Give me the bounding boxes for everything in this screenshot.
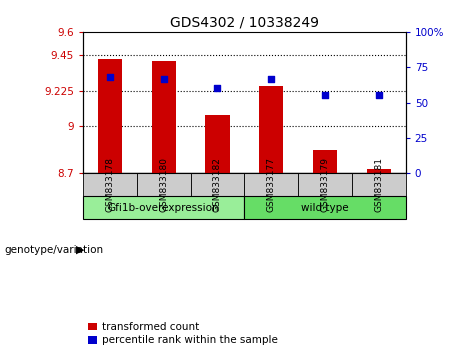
- Bar: [244, 196, 406, 219]
- Bar: [244, 173, 298, 196]
- Bar: [83, 196, 244, 219]
- Bar: [152, 61, 176, 173]
- Text: GSM833180: GSM833180: [159, 157, 168, 212]
- Point: [214, 86, 221, 91]
- Title: GDS4302 / 10338249: GDS4302 / 10338249: [170, 15, 319, 29]
- Bar: [98, 58, 122, 173]
- Text: GSM833178: GSM833178: [106, 157, 114, 212]
- Bar: [352, 173, 406, 196]
- Text: genotype/variation: genotype/variation: [5, 245, 104, 255]
- Point: [160, 76, 167, 81]
- Bar: [259, 86, 284, 173]
- Text: GSM833182: GSM833182: [213, 157, 222, 212]
- Text: GSM833181: GSM833181: [374, 157, 383, 212]
- Text: Gfi1b-overexpression: Gfi1b-overexpression: [108, 203, 219, 213]
- Bar: [190, 173, 244, 196]
- Point: [375, 93, 383, 98]
- Text: GSM833177: GSM833177: [267, 157, 276, 212]
- Point: [106, 74, 113, 80]
- Point: [321, 93, 329, 98]
- Bar: [313, 150, 337, 173]
- Text: ▶: ▶: [76, 245, 84, 255]
- Legend: transformed count, percentile rank within the sample: transformed count, percentile rank withi…: [88, 322, 278, 345]
- Bar: [298, 173, 352, 196]
- Text: GSM833179: GSM833179: [320, 157, 330, 212]
- Bar: [137, 173, 190, 196]
- Bar: [205, 115, 230, 173]
- Bar: [366, 169, 391, 173]
- Point: [267, 76, 275, 81]
- Bar: [83, 173, 137, 196]
- Text: wild type: wild type: [301, 203, 349, 213]
